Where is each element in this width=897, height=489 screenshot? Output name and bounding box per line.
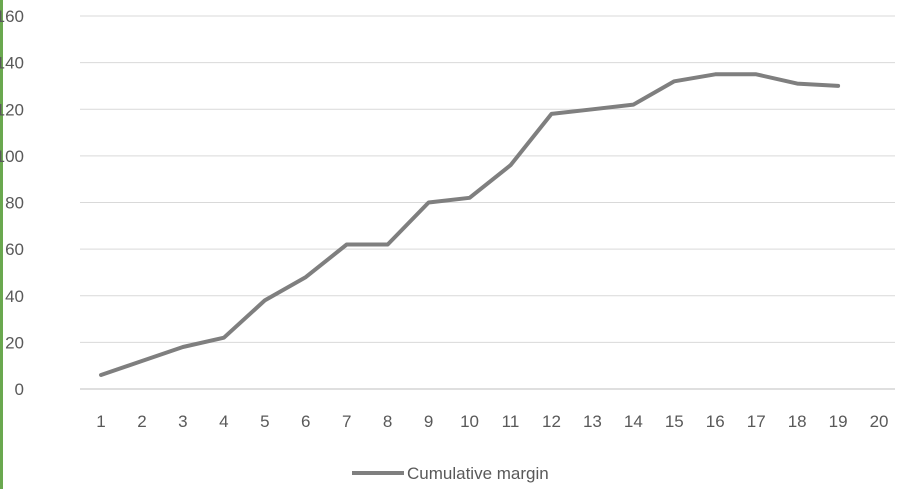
left-border-accent: [0, 0, 3, 489]
y-tick-label: 160: [0, 7, 24, 26]
x-tick-label: 3: [178, 412, 187, 431]
x-tick-label: 1: [96, 412, 105, 431]
x-tick-label: 19: [829, 412, 848, 431]
legend: Cumulative margin: [352, 464, 549, 483]
y-tick-label: 0: [15, 380, 24, 399]
x-tick-label: 6: [301, 412, 310, 431]
x-tick-label: 9: [424, 412, 433, 431]
y-tick-label: 120: [0, 100, 24, 119]
y-tick-label: 80: [5, 194, 24, 213]
y-tick-label: 60: [5, 240, 24, 259]
x-tick-label: 18: [788, 412, 807, 431]
legend-label: Cumulative margin: [407, 464, 549, 483]
x-tick-label: 16: [706, 412, 725, 431]
x-axis-ticks: 1 2 3 4 5 6 7 8 9 10 11 12 13 14 15 16 17 18 19 20: [96, 412, 888, 431]
y-axis-ticks: 0 20 40 60 80 100 120 140 160: [0, 7, 24, 399]
x-tick-label: 17: [747, 412, 766, 431]
x-tick-label: 20: [870, 412, 889, 431]
series-layer: [99, 72, 841, 377]
x-tick-label: 11: [502, 412, 520, 431]
x-tick-label: 2: [137, 412, 146, 431]
x-tick-label: 7: [342, 412, 351, 431]
x-tick-label: 14: [624, 412, 643, 431]
x-tick-label: 12: [542, 412, 561, 431]
series-line: [99, 72, 841, 377]
y-tick-label: 40: [5, 287, 24, 306]
y-tick-label: 100: [0, 147, 24, 166]
x-tick-label: 4: [219, 412, 228, 431]
x-tick-label: 5: [260, 412, 269, 431]
x-tick-label: 13: [583, 412, 602, 431]
y-tick-label: 20: [5, 333, 24, 352]
y-tick-label: 140: [0, 54, 24, 73]
gridlines: [80, 15, 895, 390]
x-tick-label: 10: [460, 412, 479, 431]
x-tick-label: 15: [665, 412, 684, 431]
x-tick-label: 8: [383, 412, 392, 431]
